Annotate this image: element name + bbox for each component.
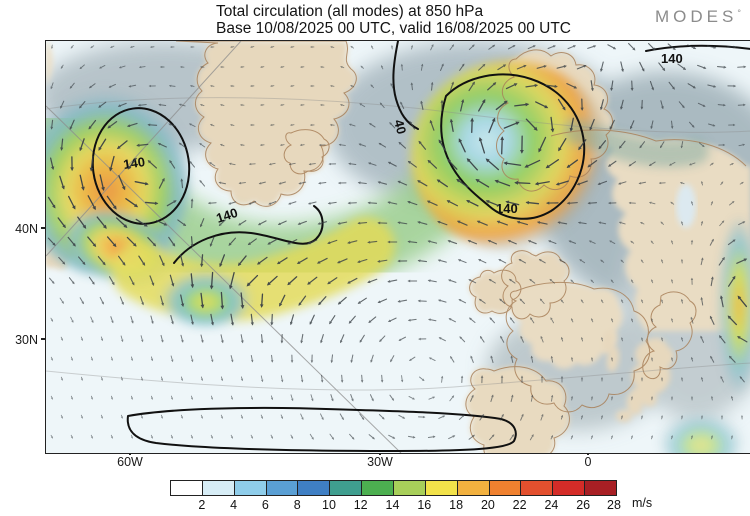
svg-text:140: 140 [122,154,146,172]
svg-text:2: 2 [198,498,205,512]
svg-text:8: 8 [294,498,301,512]
svg-text:12: 12 [354,498,368,512]
svg-text:6: 6 [262,498,269,512]
svg-text:20: 20 [481,498,495,512]
svg-text:16: 16 [417,498,431,512]
svg-text:10: 10 [322,498,336,512]
svg-text:140: 140 [661,51,683,66]
svg-text:18: 18 [449,498,463,512]
svg-text:26: 26 [576,498,590,512]
svg-text:22: 22 [513,498,527,512]
svg-text:4: 4 [230,498,237,512]
svg-text:14: 14 [386,498,400,512]
svg-text:24: 24 [544,498,558,512]
svg-text:28: 28 [607,498,621,512]
